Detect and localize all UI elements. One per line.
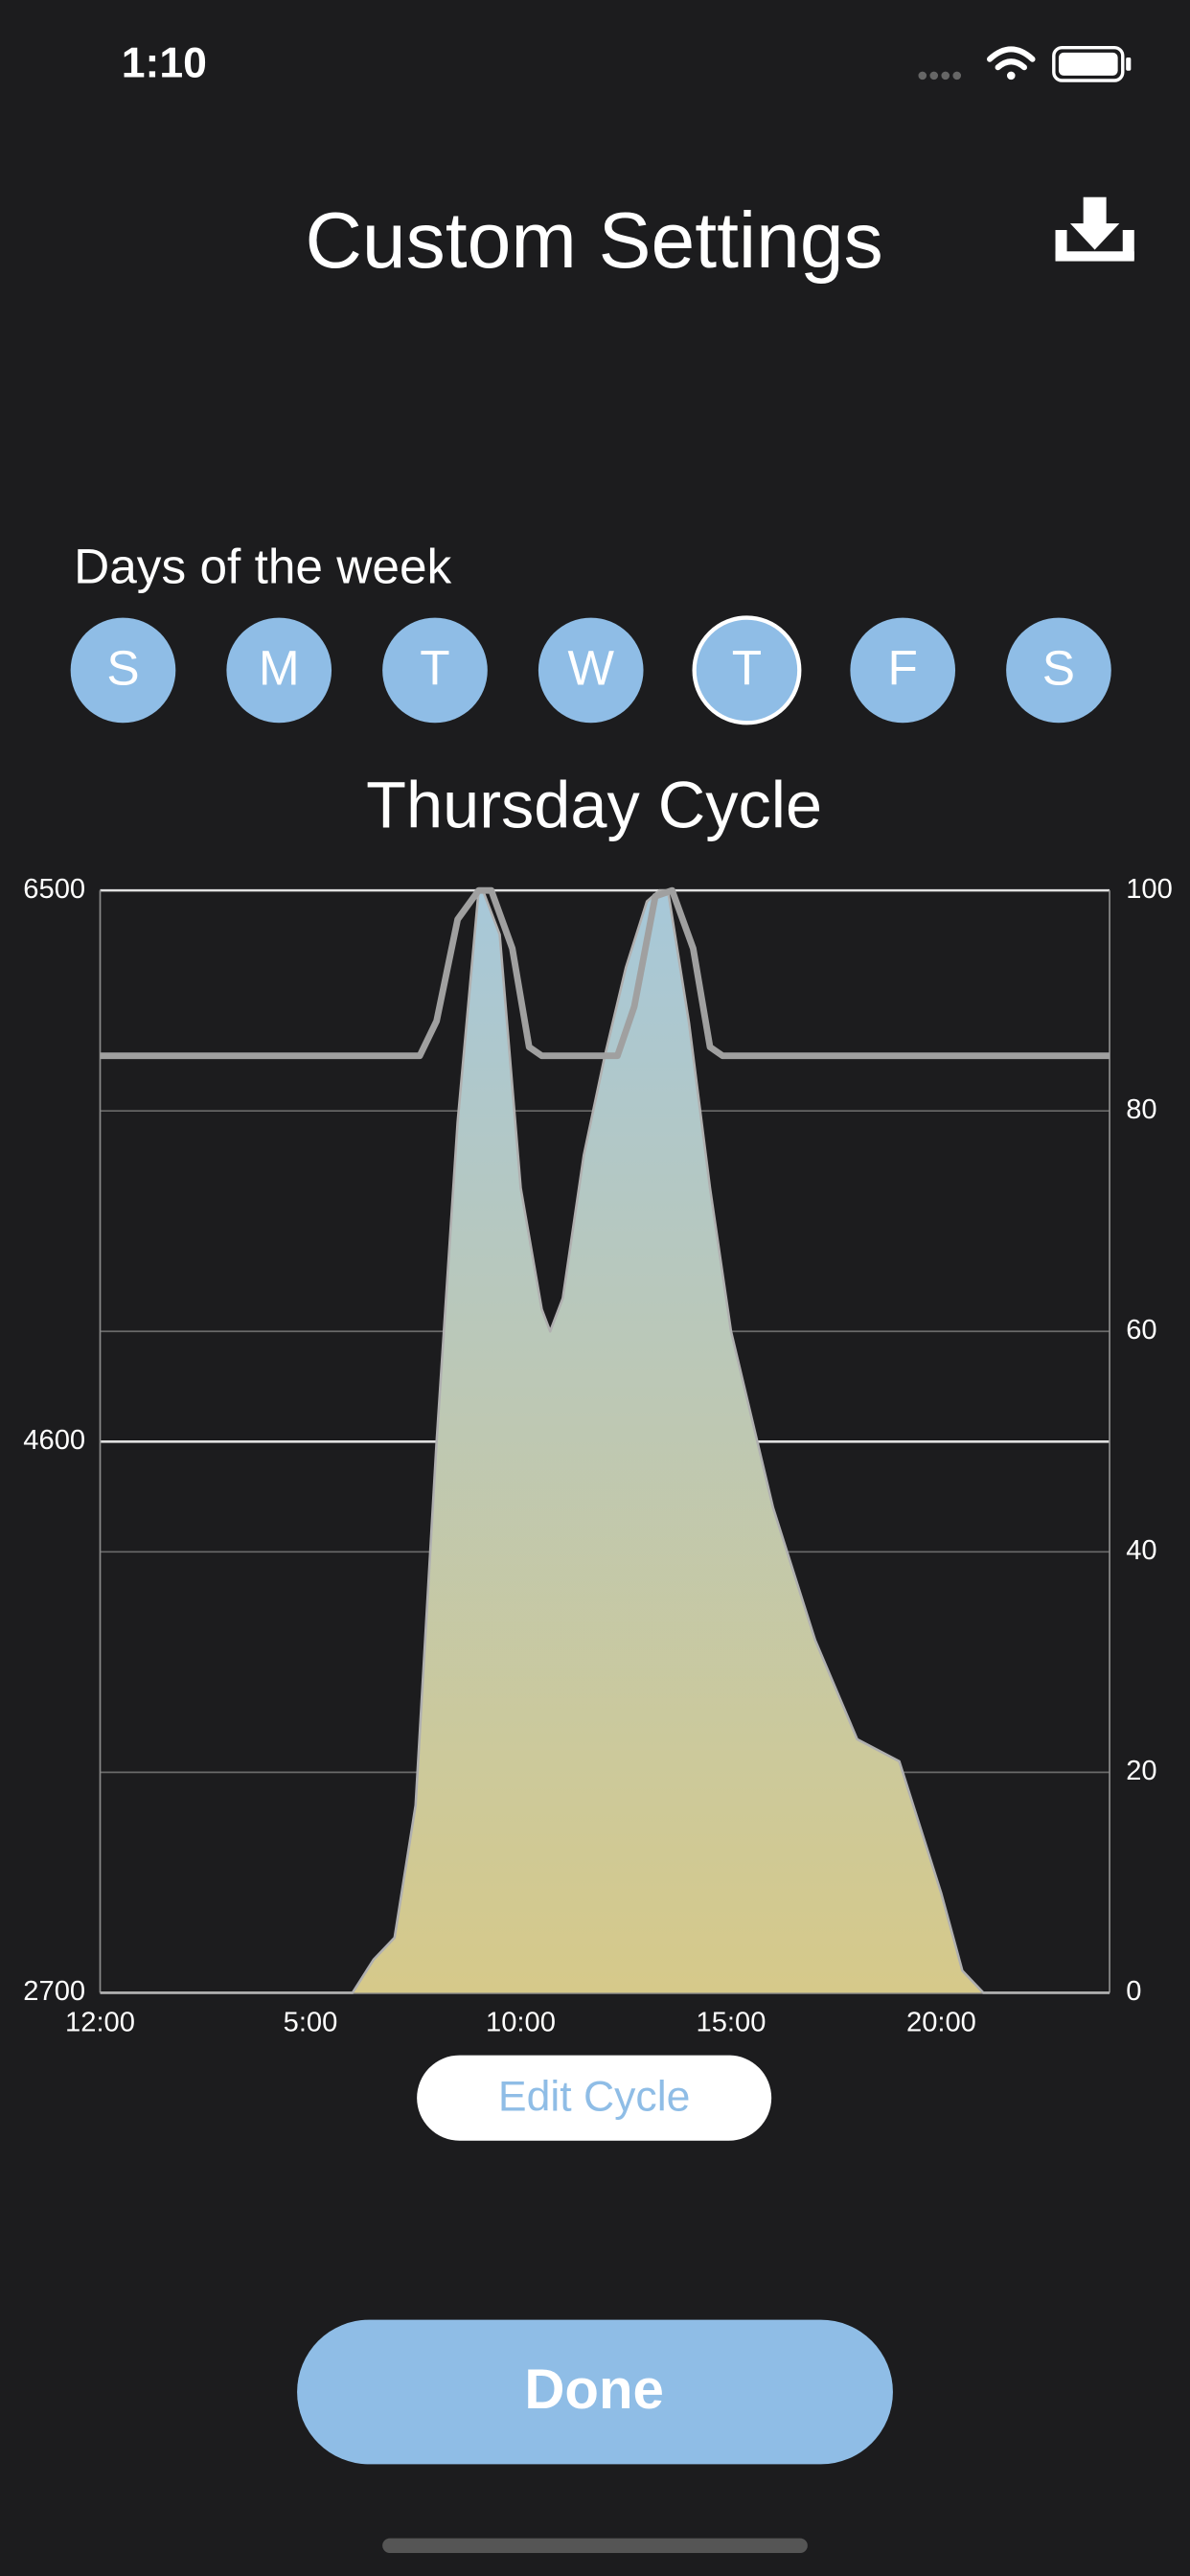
x-tick-label: 20:00	[906, 2008, 976, 2038]
x-tick-label: 15:00	[697, 2008, 767, 2038]
day-circle	[226, 617, 332, 724]
day-label: T	[420, 640, 449, 696]
day-circle	[382, 617, 488, 724]
edit-cycle-label: Edit Cycle	[498, 2074, 690, 2121]
color-temp-line	[100, 886, 1110, 1060]
chart: 0 20 40 60 80 100 2700 4600 6500 12:00 5:00 10:00 15…	[23, 874, 1172, 2038]
x-tick-label: 10:00	[486, 2008, 556, 2038]
y-tick-label: 6500	[23, 874, 85, 905]
day-button[interactable]: T	[382, 617, 488, 724]
brightness-area	[100, 890, 1110, 1993]
day-label: S	[1042, 640, 1075, 696]
day-label: T	[732, 640, 762, 696]
day-button[interactable]: M	[226, 617, 332, 724]
day-circle	[1006, 617, 1111, 724]
day-button[interactable]: T	[692, 615, 802, 725]
x-tick-label: 12:00	[65, 2008, 135, 2038]
download-button[interactable]	[1055, 196, 1134, 262]
day-label: S	[106, 640, 139, 696]
home-indicator	[382, 2538, 808, 2553]
page-title: Custom Settings	[306, 197, 883, 285]
y2-tick-label: 100	[1126, 874, 1173, 905]
y2-tick-label: 0	[1126, 1976, 1141, 2007]
signal-icon	[918, 71, 962, 80]
day-circle	[850, 617, 956, 724]
day-circle	[70, 617, 176, 724]
y2-tick-label: 80	[1126, 1094, 1156, 1125]
day-label: F	[888, 640, 918, 696]
day-button[interactable]: S	[70, 617, 176, 724]
day-label: M	[259, 640, 300, 696]
y-tick-label: 2700	[23, 1976, 85, 2007]
y2-tick-label: 60	[1126, 1315, 1156, 1346]
edit-cycle-button[interactable]: Edit Cycle	[417, 2055, 772, 2141]
chart-title: Thursday Cycle	[366, 768, 822, 841]
day-button[interactable]: F	[850, 617, 956, 724]
day-button[interactable]: W	[538, 617, 644, 724]
y-tick-label: 4600	[23, 1425, 85, 1456]
day-button[interactable]: S	[1006, 617, 1111, 724]
day-label: W	[567, 640, 614, 696]
wifi-icon	[987, 46, 1036, 80]
days-label: Days of the week	[74, 538, 451, 593]
battery-icon	[1052, 45, 1132, 82]
day-circle	[538, 617, 644, 724]
y2-tick-label: 20	[1126, 1756, 1156, 1786]
x-tick-label: 5:00	[284, 2008, 338, 2038]
done-label: Done	[524, 2358, 664, 2421]
status-time: 1:10	[122, 39, 207, 86]
y2-tick-label: 40	[1126, 1535, 1156, 1566]
done-button[interactable]: Done	[297, 2319, 893, 2465]
day-circle	[692, 615, 802, 725]
